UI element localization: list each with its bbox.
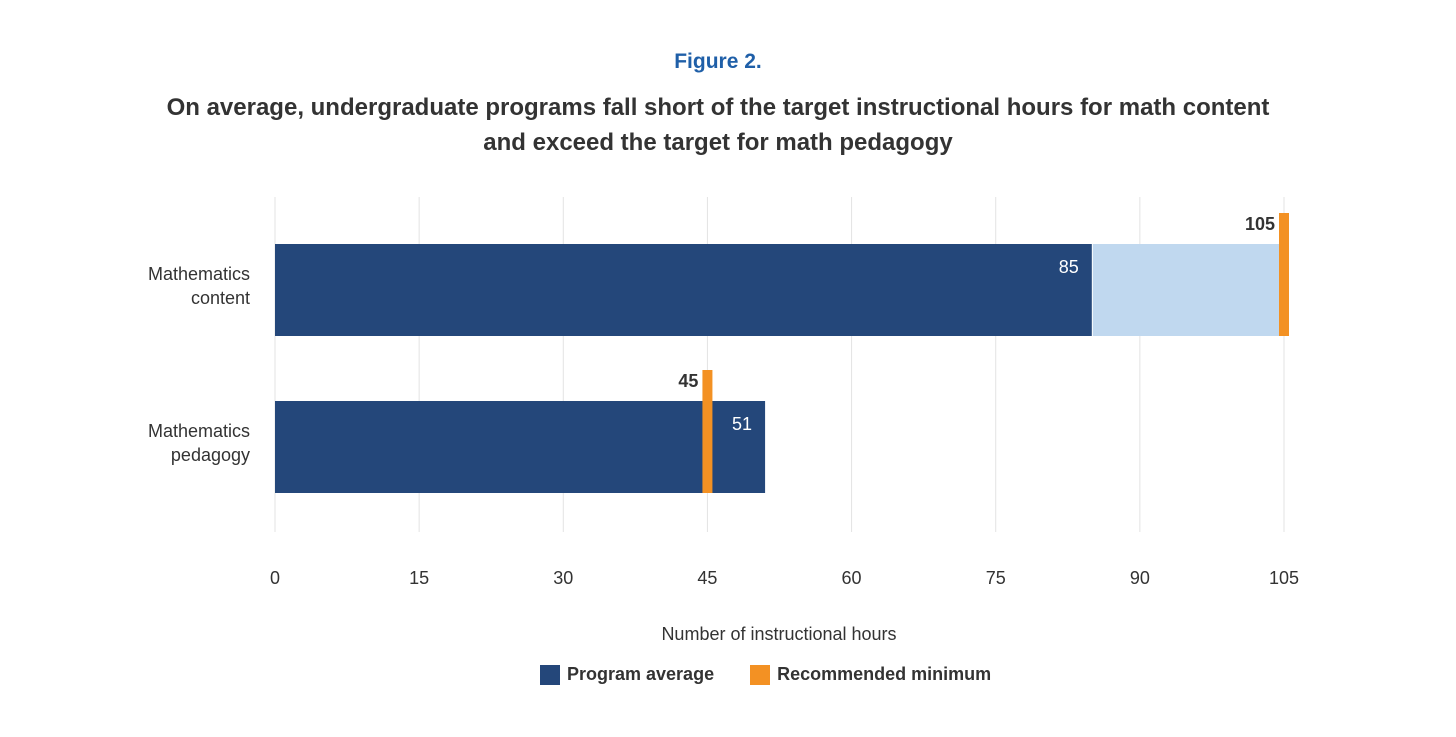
data-label-recommended-minimum-mathematics-content: 105 xyxy=(1245,214,1275,234)
bars: 85 105 51 45 xyxy=(275,213,1289,493)
chart-title: On average, undergraduate programs fall … xyxy=(166,94,1270,156)
data-label-recommended-minimum-mathematics-pedagogy: 45 xyxy=(678,371,698,391)
data-label-program-average-mathematics-content: 85 xyxy=(1059,257,1079,277)
x-tick-label-30: 30 xyxy=(553,568,573,588)
figure-label: Figure 2. xyxy=(674,50,762,73)
category-label-line: content xyxy=(191,288,250,308)
marker-recommended-minimum-mathematics-content xyxy=(1279,213,1289,336)
bar-program-average-mathematics-pedagogy xyxy=(275,401,766,493)
category-label-line: pedagogy xyxy=(171,445,250,465)
legend-swatch-recommended-minimum xyxy=(750,664,771,685)
category-label-mathematics-pedagogy: Mathematics pedagogy xyxy=(148,421,250,465)
bar-program-average-mathematics-content xyxy=(275,244,1092,336)
x-tick-label-15: 15 xyxy=(409,568,429,588)
x-tick-label-60: 60 xyxy=(842,568,862,588)
legend-label-recommended-minimum: Recommended minimum xyxy=(777,664,992,684)
x-tick-label-0: 0 xyxy=(270,568,280,588)
category-label-line: Mathematics xyxy=(148,264,250,284)
x-tick-label-45: 45 xyxy=(697,568,717,588)
legend-swatch-program-average xyxy=(540,664,560,685)
legend-label-program-average: Program average xyxy=(567,664,715,684)
legend-item-program-average: Program average xyxy=(540,664,714,685)
legend-item-recommended-minimum: Recommended minimum xyxy=(750,664,991,685)
marker-recommended-minimum-mathematics-pedagogy xyxy=(702,370,713,493)
category-label-line: Mathematics xyxy=(148,421,250,441)
x-tick-labels: 0 15 30 45 60 75 90 105 xyxy=(270,568,1299,588)
legend: Program average Recommended minimum xyxy=(540,664,1027,685)
x-tick-label-75: 75 xyxy=(986,568,1006,588)
bar-shortfall-mathematics-content xyxy=(1092,244,1284,336)
x-tick-label-90: 90 xyxy=(1130,568,1150,588)
category-labels: Mathematics content Mathematics pedagogy xyxy=(148,264,250,465)
x-axis-label: Number of instructional hours xyxy=(661,624,896,644)
category-label-mathematics-content: Mathematics content xyxy=(148,264,250,308)
x-tick-label-105: 105 xyxy=(1269,568,1299,588)
data-label-program-average-mathematics-pedagogy: 51 xyxy=(732,414,752,434)
